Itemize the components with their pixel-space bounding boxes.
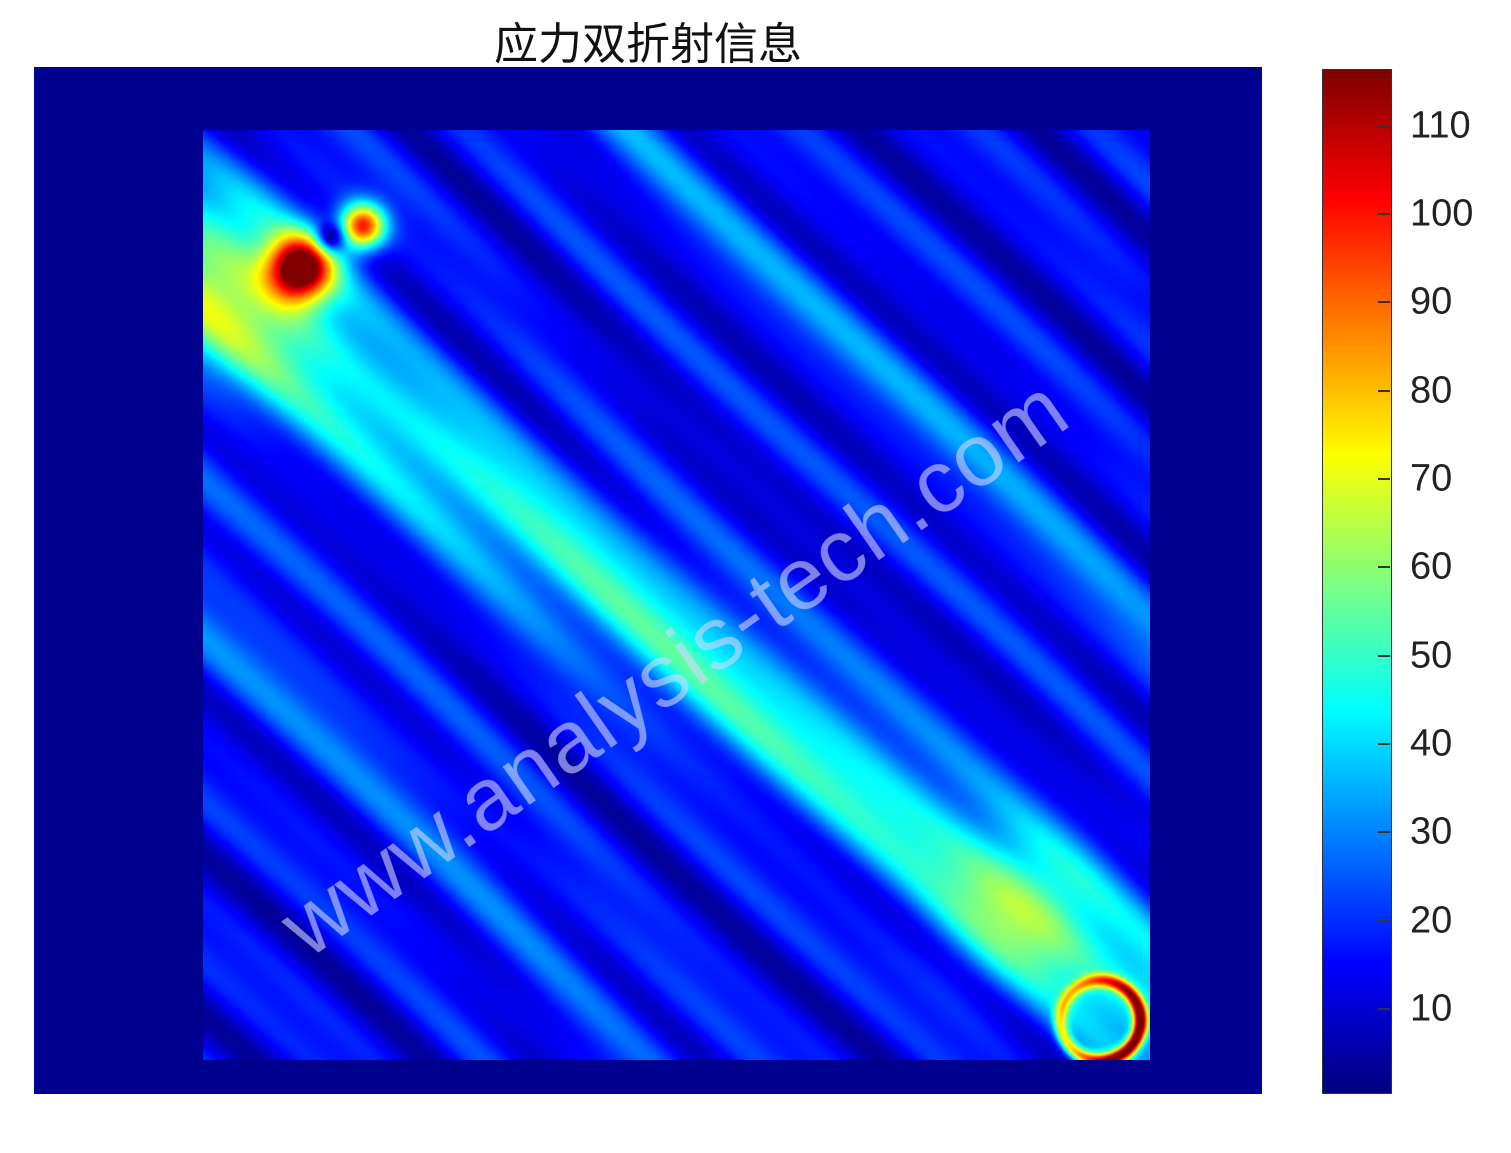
colorbar-tick-label: 60 <box>1410 545 1453 588</box>
colorbar-tick <box>1378 654 1390 657</box>
colorbar-tick <box>1378 743 1390 746</box>
colorbar <box>1322 69 1392 1094</box>
colorbar-tick-label: 100 <box>1410 192 1474 235</box>
colorbar-tick <box>1378 1008 1390 1011</box>
colorbar-tick <box>1378 566 1390 569</box>
heatmap-axes: www.analysis-tech.com <box>34 67 1262 1094</box>
colorbar-tick <box>1378 919 1390 922</box>
colorbar-tick-label: 80 <box>1410 369 1453 412</box>
colorbar-tick <box>1378 478 1390 481</box>
colorbar-gradient <box>1323 70 1391 1093</box>
colorbar-tick-label: 20 <box>1410 899 1453 942</box>
colorbar-tick-label: 110 <box>1410 104 1471 147</box>
colorbar-tick <box>1378 212 1390 215</box>
colorbar-tick-label: 40 <box>1410 722 1453 765</box>
chart-title: 应力双折射信息 <box>494 19 802 70</box>
colorbar-tick <box>1378 831 1390 834</box>
colorbar-tick-label: 30 <box>1410 810 1453 853</box>
colorbar-tick-label: 70 <box>1410 457 1453 500</box>
colorbar-tick-label: 90 <box>1410 280 1453 323</box>
colorbar-tick <box>1378 301 1390 304</box>
heatmap-image <box>203 130 1150 1060</box>
colorbar-tick-label: 50 <box>1410 634 1453 677</box>
colorbar-tick-label: 10 <box>1410 987 1453 1030</box>
colorbar-tick <box>1378 124 1390 127</box>
colorbar-tick <box>1378 389 1390 392</box>
